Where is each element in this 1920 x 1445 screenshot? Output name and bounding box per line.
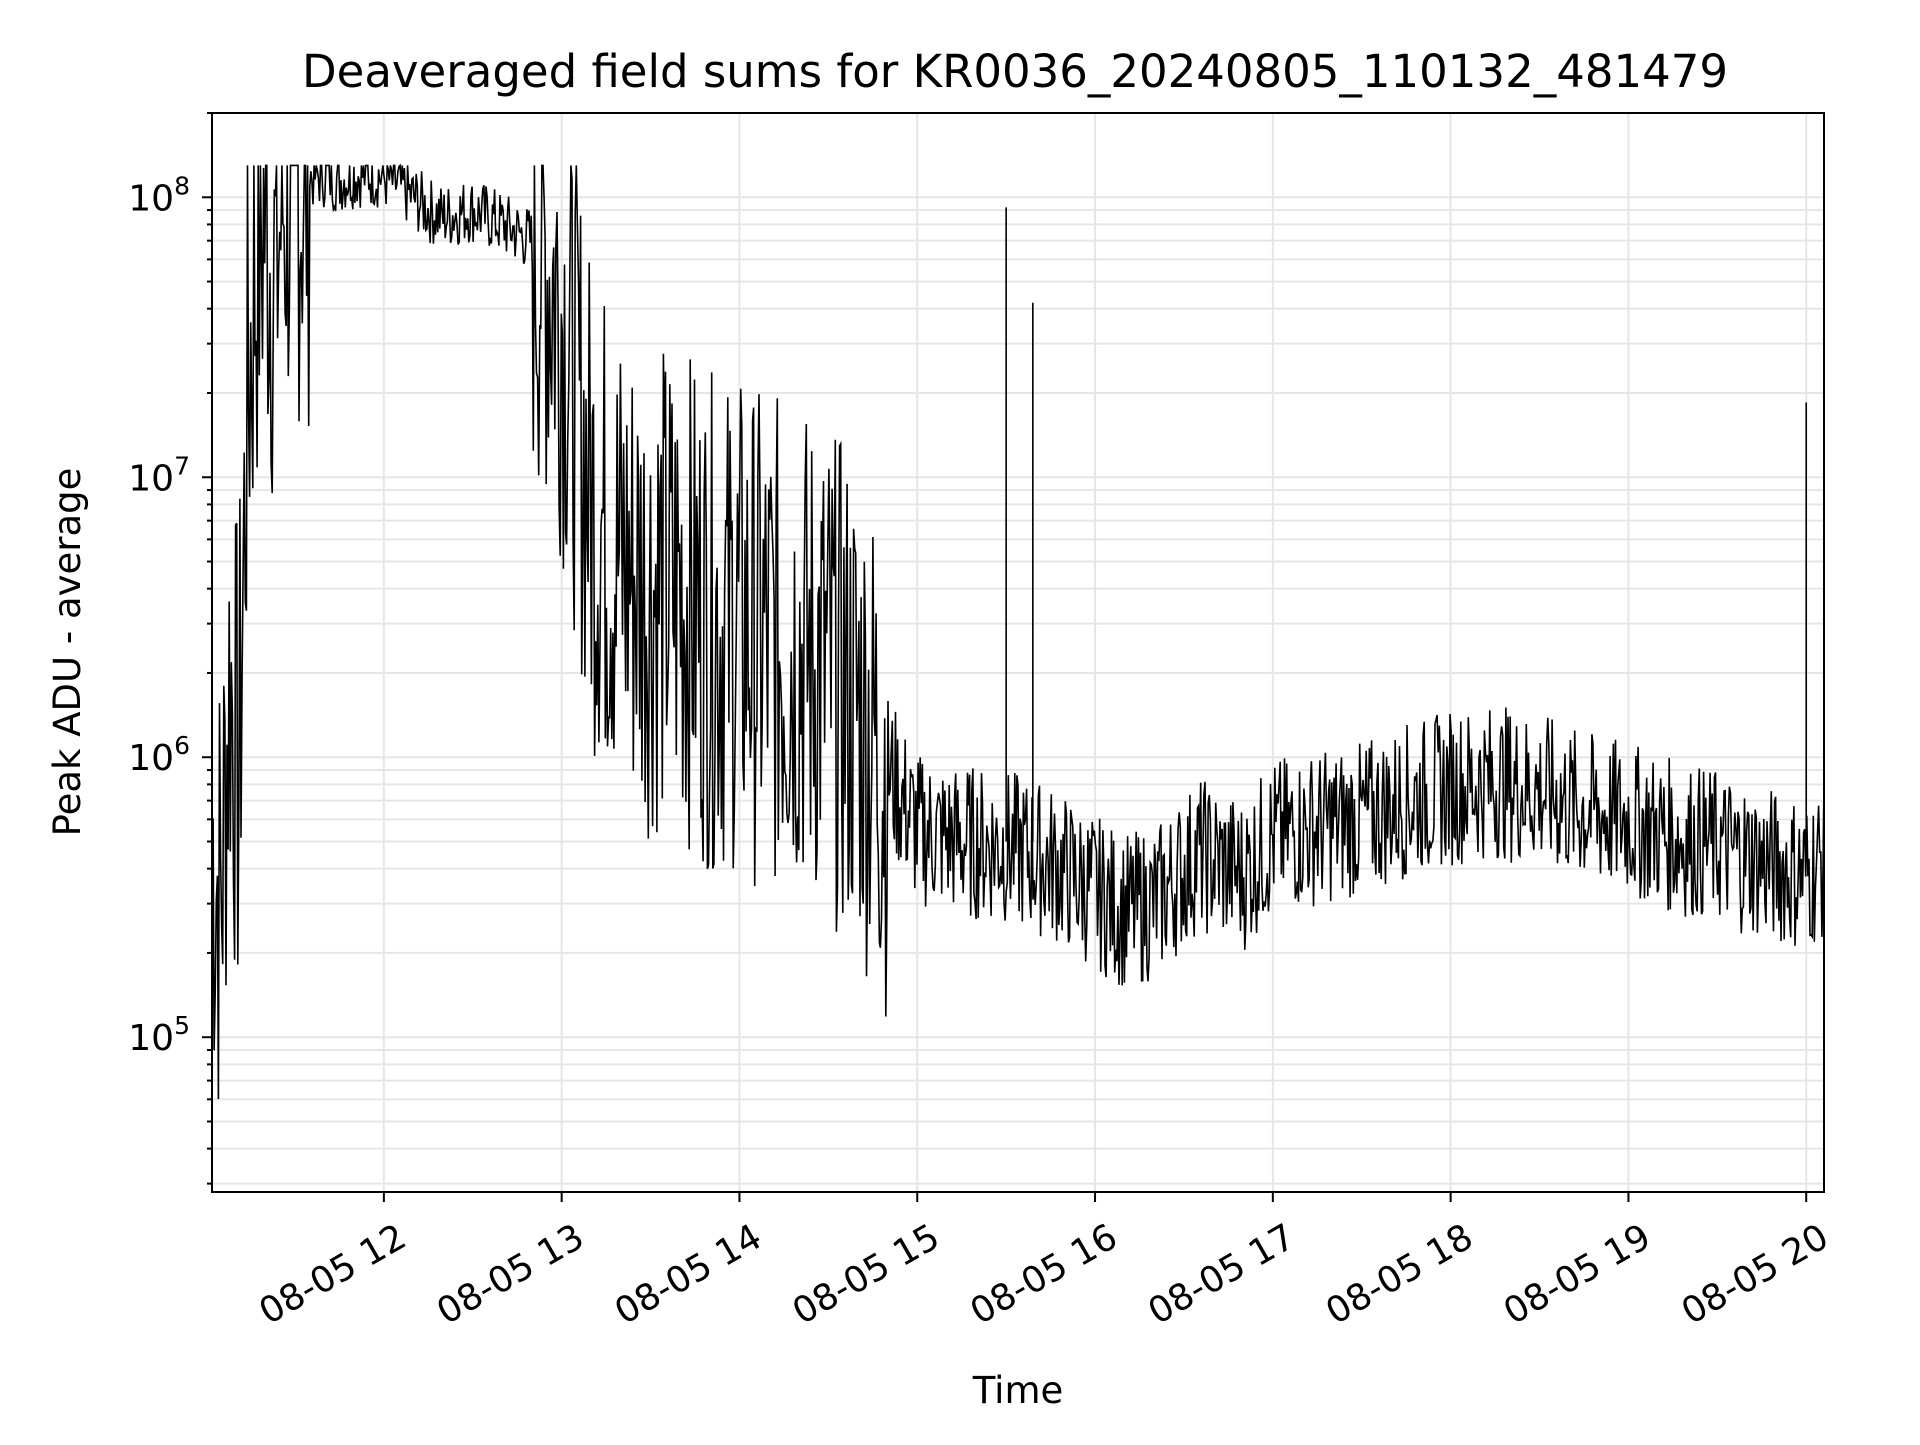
series-group — [212, 163, 1824, 1100]
y-tick-label: 105 — [128, 1011, 190, 1059]
y-tick-label: 106 — [128, 731, 190, 779]
y-axis-label: Peak ADU - average — [46, 468, 89, 837]
plot-frame — [211, 112, 1825, 1193]
series-line — [212, 163, 1824, 1100]
y-tick-label: 107 — [128, 451, 190, 499]
y-tick-label: 108 — [128, 171, 190, 219]
chart-title: Deaveraged field sums for KR0036_2024080… — [302, 45, 1728, 98]
x-axis-label: Time — [972, 1369, 1064, 1412]
y-axis: 105 106 107 108 — [128, 112, 212, 1185]
